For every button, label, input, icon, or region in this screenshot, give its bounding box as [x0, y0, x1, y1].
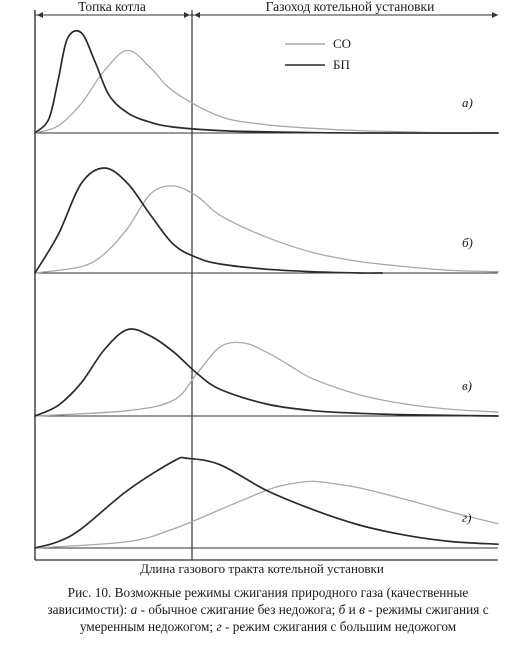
caption-bv-text: - режимы сжигания с	[364, 602, 489, 617]
caption-a-text: - обычное сжигание без недожога;	[137, 602, 339, 617]
caption-line-1: Рис. 10. Возможные режимы сжигания приро…	[67, 585, 469, 600]
chart-frame	[34, 10, 498, 561]
legend: СО БП	[285, 36, 351, 72]
panel-label: а)	[462, 95, 473, 110]
panel-label: б)	[462, 235, 473, 250]
arrow-right-end	[492, 12, 498, 18]
caption-line2-pre: зависимости):	[47, 602, 131, 617]
series-line-bp	[34, 167, 384, 274]
caption-g-text: - режим сжигания с большим недожогом	[221, 619, 457, 634]
caption-line-2: зависимости): а - обычное сжигание без н…	[28, 601, 508, 618]
series-line-co	[34, 341, 499, 417]
panel-label: г)	[462, 510, 471, 525]
caption-a: а	[130, 602, 138, 617]
panels: а) б) в) г)	[34, 29, 499, 549]
figure-caption: Рис. 10. Возможные режимы сжигания приро…	[28, 584, 508, 635]
series-line-bp	[34, 456, 499, 549]
caption-b: б	[338, 602, 346, 617]
caption-line3-pre: умеренным недожогом;	[79, 619, 217, 634]
caption-line-3: умеренным недожогом; г - режим сжигания …	[28, 618, 508, 635]
arrow-boundary-left	[184, 12, 190, 18]
series-line-co	[34, 49, 499, 134]
series-line-co	[34, 185, 499, 274]
caption-g: г	[216, 619, 222, 634]
legend-bp-label: БП	[333, 57, 350, 72]
series-line-co	[34, 480, 499, 549]
arrow-boundary-right	[194, 12, 200, 18]
panel-label: в)	[462, 378, 472, 393]
caption-and: и	[345, 602, 360, 617]
series-line-bp	[34, 29, 499, 134]
header-furnace-label: Топка котла	[78, 0, 146, 14]
arrow-left-end	[37, 12, 43, 18]
caption-v: в	[359, 602, 365, 617]
series-line-bp	[34, 328, 499, 417]
legend-co-label: СО	[333, 36, 351, 51]
header-arrows	[37, 12, 498, 18]
x-axis-label: Длина газового тракта котельной установк…	[140, 561, 384, 576]
header-flue-label: Газоход котельной установки	[266, 0, 435, 14]
